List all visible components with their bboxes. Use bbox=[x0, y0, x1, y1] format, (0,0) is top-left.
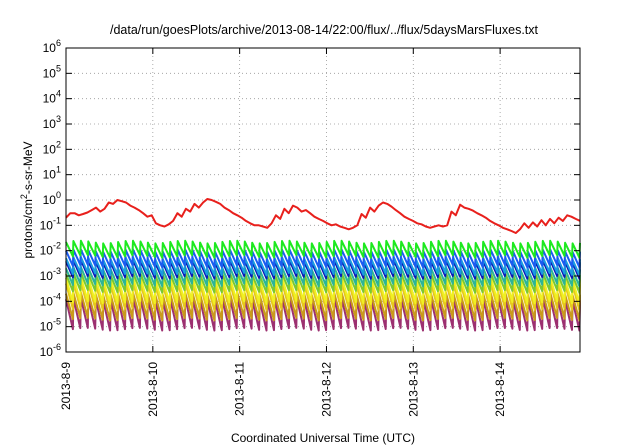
x-tick-label: 2013-8-11 bbox=[233, 362, 247, 416]
series-line bbox=[65, 266, 581, 288]
x-tick-label: 2013-8-13 bbox=[406, 362, 420, 417]
series-line bbox=[65, 239, 581, 259]
y-tick-label: 100 bbox=[43, 190, 61, 207]
y-tick-label: 10-3 bbox=[40, 266, 61, 283]
y-tick-label: 105 bbox=[43, 63, 61, 80]
y-tick-label: 101 bbox=[43, 165, 61, 182]
y-tick-label: 10-4 bbox=[40, 291, 61, 308]
x-tick-label: 2013-8-10 bbox=[146, 362, 160, 417]
y-tick-label: 10-6 bbox=[40, 342, 61, 359]
series-line bbox=[65, 291, 581, 322]
y-tick-label: 106 bbox=[43, 38, 61, 55]
y-axis: 106 105 104 103 102 101 100 10-1 10-2 10-3 10-4 10-… bbox=[40, 38, 580, 359]
series-line bbox=[65, 297, 581, 332]
series-line bbox=[65, 275, 581, 305]
y-tick-label: 10-5 bbox=[40, 317, 61, 334]
series-line bbox=[65, 271, 581, 294]
x-axis-label: Coordinated Universal Time (UTC) bbox=[231, 431, 415, 445]
y-tick-label: 104 bbox=[43, 89, 61, 106]
series-line bbox=[65, 198, 581, 234]
y-tick-label: 103 bbox=[43, 114, 61, 131]
series-line bbox=[65, 281, 581, 312]
data-series bbox=[65, 198, 581, 332]
y-tick-label: 102 bbox=[43, 139, 61, 156]
y-tick-label: 10-2 bbox=[40, 241, 61, 258]
x-tick-label: 2013-8-12 bbox=[319, 362, 333, 417]
y-axis-label: protons/cm2-s-sr-MeV bbox=[19, 141, 35, 258]
chart-title: /data/run/goesPlots/archive/2013-08-14/2… bbox=[110, 23, 539, 37]
x-tick-label: 2013-8-9 bbox=[59, 362, 73, 410]
y-tick-label: 10-1 bbox=[40, 215, 61, 232]
x-tick-label: 2013-8-14 bbox=[493, 362, 507, 417]
series-line bbox=[65, 256, 581, 277]
series-line bbox=[65, 248, 581, 269]
x-axis: 2013-8-9 2013-8-10 2013-8-11 2013-8-12 2013-… bbox=[59, 48, 507, 417]
series-line bbox=[65, 259, 581, 280]
